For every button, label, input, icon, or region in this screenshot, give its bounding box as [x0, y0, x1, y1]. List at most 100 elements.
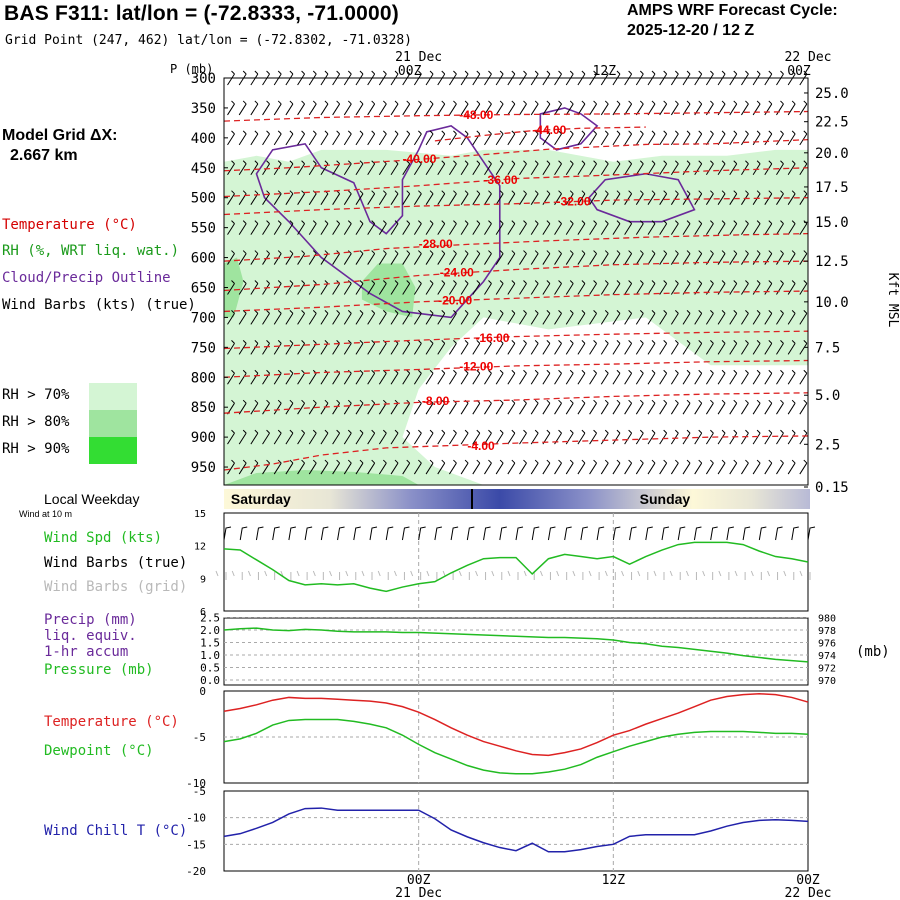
wind-barb — [554, 369, 562, 385]
wind-barb — [378, 399, 387, 415]
wind-barb — [285, 310, 294, 325]
wind-chill-panel-frame — [223, 790, 809, 872]
wind-barb — [554, 70, 562, 86]
wind-barb — [367, 339, 376, 355]
wind-barb — [635, 100, 644, 116]
wind-barb — [507, 280, 516, 295]
wind-barb — [764, 250, 773, 265]
temperature-contour-label: -24.00 — [440, 266, 474, 280]
wind-barb — [519, 310, 527, 325]
wind-barb — [390, 429, 399, 445]
pressure-line — [223, 627, 809, 663]
wind-barb — [787, 310, 796, 325]
wind-barb — [694, 339, 703, 355]
wind-barb — [612, 130, 621, 146]
wind-barb — [227, 339, 235, 355]
wind-barb — [378, 280, 387, 295]
wind-speed-line — [223, 541, 809, 593]
temperature-panel-frame — [223, 690, 809, 784]
wind-barb — [413, 369, 422, 385]
wind-barb — [273, 70, 282, 86]
wind-barb — [554, 280, 562, 295]
surface-wind-barb — [775, 526, 783, 541]
wind-barb — [227, 459, 235, 475]
wind-barb — [413, 250, 422, 265]
wind-barb — [320, 339, 329, 355]
wind-barb — [507, 429, 516, 445]
wind-barb — [238, 369, 247, 385]
wind-barb — [776, 459, 784, 475]
temperature-contour-label: -28.00 — [419, 237, 453, 251]
wind-barb — [519, 160, 527, 176]
wind-barb — [741, 250, 749, 265]
wind-barb — [460, 280, 469, 295]
wind-barb — [285, 459, 294, 475]
wind-barb — [577, 429, 586, 445]
wind-panel-frame — [223, 512, 809, 612]
grid-wind-barb — [458, 570, 470, 580]
grid-wind-barb — [247, 570, 259, 580]
wind-barb — [542, 369, 551, 385]
wind-barb — [472, 459, 481, 475]
wind-barb — [752, 100, 761, 116]
wind-barb — [308, 429, 317, 445]
wind-barb — [402, 429, 411, 445]
wind-barb — [624, 429, 633, 445]
wind-barb — [530, 250, 539, 265]
wind-barb — [238, 250, 247, 265]
grid-wind-barb — [215, 570, 227, 580]
wind-barb — [332, 339, 341, 355]
wind-barb — [705, 190, 714, 205]
model-grid-label: Model Grid ΔX: — [2, 127, 118, 144]
wind-barb — [378, 130, 387, 146]
wind-barb — [472, 190, 481, 205]
wind-barb — [425, 459, 434, 475]
pressure-unit-label: (mb) — [856, 644, 890, 660]
wind-barb — [659, 250, 668, 265]
wind-barb — [764, 310, 773, 325]
wind-barb — [659, 280, 668, 295]
wind-barb — [367, 459, 376, 475]
wind-barb — [647, 459, 656, 475]
wind-barb — [635, 70, 644, 86]
grid-wind-barb — [653, 570, 665, 580]
wind-barb — [320, 310, 329, 325]
wind-barb — [799, 310, 808, 325]
grid-wind-barb — [426, 570, 438, 580]
temperature-contour-label: -40.00 — [402, 152, 436, 166]
wind-barb — [378, 369, 387, 385]
wind-chill-tick-label: -15 — [186, 838, 206, 851]
pressure-tick-label: 500 — [191, 191, 216, 207]
wind-barb — [542, 220, 551, 235]
wind-barb — [238, 429, 247, 445]
time-day-label: 22 Dec — [785, 50, 832, 65]
wind-barb — [437, 220, 446, 235]
grid-wind-barb — [767, 570, 779, 580]
pressure-tick-label: 650 — [191, 280, 216, 296]
legend-rh: RH (%, WRT liq. wat.) — [2, 243, 180, 259]
wind-barb — [343, 220, 352, 235]
temperature-contour — [223, 435, 809, 471]
wind-barb — [647, 339, 656, 355]
surface-wind-barb — [758, 526, 767, 541]
wind-barb — [717, 160, 726, 176]
grid-wind-barb — [669, 570, 681, 580]
wind-tick-label: 6 — [200, 607, 206, 618]
wind-barb — [799, 280, 808, 295]
surface-wind-barb — [272, 526, 280, 541]
wind-barb — [507, 70, 516, 86]
wind-barb — [355, 459, 364, 475]
wind-barb — [787, 70, 796, 86]
temperature-tick-label: -10 — [186, 777, 206, 790]
wind-barb — [764, 280, 773, 295]
wind-barb — [378, 220, 387, 235]
wind-barb — [495, 369, 504, 385]
wind-barb — [437, 280, 446, 295]
wind-barb — [741, 459, 749, 475]
wind-barb — [449, 130, 457, 146]
wind-barb — [238, 459, 247, 475]
wind-barb — [320, 280, 329, 295]
bottom-time-hour-label: 12Z — [602, 873, 626, 888]
grid-wind-barb — [750, 570, 762, 580]
wind-barb — [612, 399, 621, 415]
